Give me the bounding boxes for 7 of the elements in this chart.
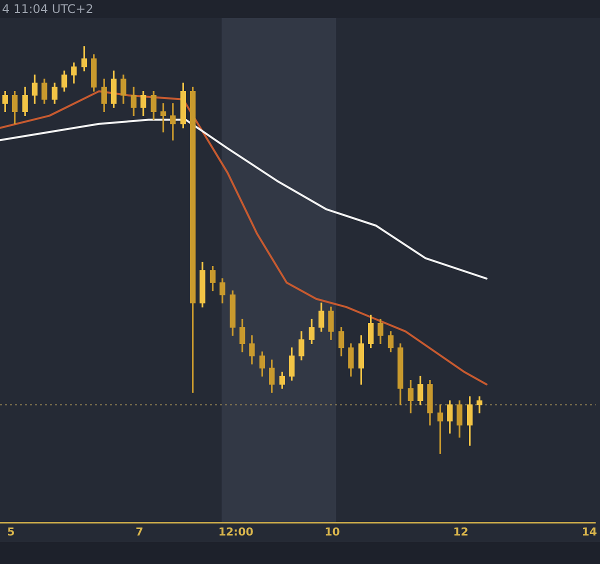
x-tick-label: 12 <box>453 525 468 538</box>
x-tick-label: 12:00 <box>218 525 254 538</box>
x-tick-label: 14 <box>582 525 598 538</box>
x-tick-label: 5 <box>7 525 15 538</box>
chart-title: 4 11:04 UTC+2 <box>0 0 600 18</box>
x-tick-label: 10 <box>324 525 340 538</box>
x-tick-label: 7 <box>136 525 144 538</box>
